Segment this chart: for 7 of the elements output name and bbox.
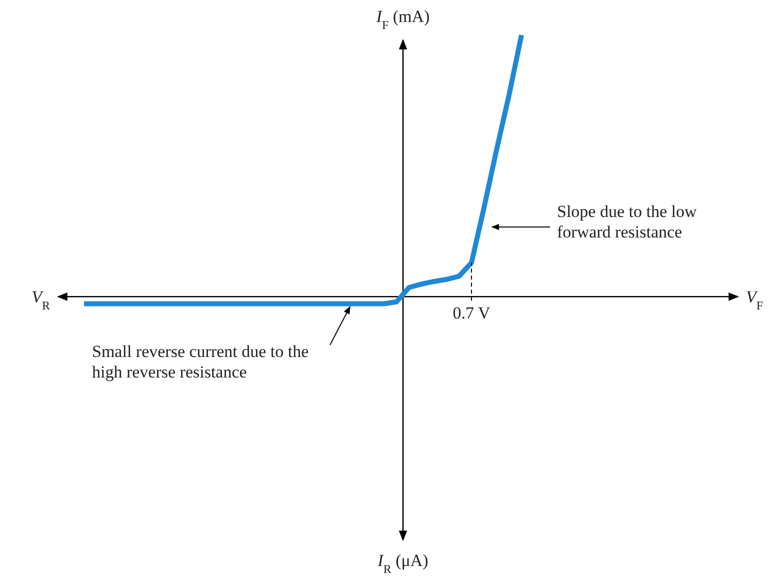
text: Slope due to the low forward resistance [557,202,698,242]
text: Small reverse current due to the high reverse resistance [92,342,309,382]
text: V$_{F}$ [746,288,764,313]
annotation: 0.7 V [452,304,491,323]
text: V$_{R}$ [32,288,50,313]
y-axis-title: I$_{F}$ (mA) [375,7,430,32]
text: I$_{R}$ (μA) [376,551,428,576]
